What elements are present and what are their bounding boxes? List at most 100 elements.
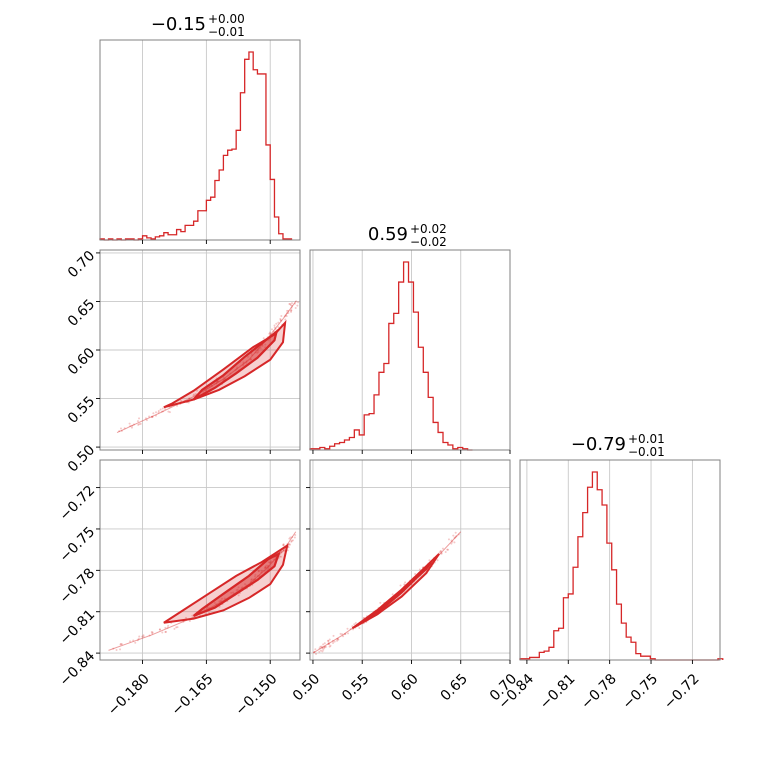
sample-point-r1-c0-111 bbox=[284, 318, 287, 321]
sample-point-r2-c1-127 bbox=[323, 645, 326, 648]
sample-point-r1-c0-47 bbox=[138, 417, 141, 420]
sample-point-r2-c1-140 bbox=[346, 627, 349, 630]
sample-point-r2-c0-3 bbox=[289, 536, 292, 539]
sample-point-r2-c0-93 bbox=[175, 626, 178, 629]
sample-point-r2-c1-72 bbox=[403, 583, 406, 586]
hist-bar-param-0-17 bbox=[172, 235, 176, 240]
ticks-layer: −0.180 −0.165 −0.150 0.50 0.55 0.60 0.65 0.70 −0… bbox=[57, 240, 703, 719]
sample-point-r1-c0-74 bbox=[287, 312, 290, 315]
sample-point-r2-c0-158 bbox=[188, 620, 191, 623]
hist-bar-param-1-24 bbox=[428, 397, 433, 450]
sample-point-r2-c0-58 bbox=[142, 634, 145, 637]
hist-bar-param-2-24 bbox=[636, 654, 641, 660]
hist-bar-param-1-13 bbox=[374, 395, 379, 450]
sample-point-r2-c1-4 bbox=[342, 635, 345, 638]
sample-point-r1-c0-112 bbox=[131, 424, 134, 427]
sample-point-r1-c0-159 bbox=[262, 337, 265, 340]
sample-point-r1-c0-149 bbox=[144, 417, 147, 420]
sample-point-r1-c0-98 bbox=[180, 399, 183, 402]
sample-point-r1-c0-121 bbox=[284, 314, 287, 317]
sample-point-r2-c1-37 bbox=[452, 534, 455, 537]
sample-point-r2-c1-150 bbox=[318, 650, 321, 653]
sample-point-r2-c1-93 bbox=[399, 584, 402, 587]
sample-point-r2-c0-90 bbox=[161, 631, 164, 634]
hist-bar-param-0-19 bbox=[181, 232, 185, 240]
contour-outer-r1-c0 bbox=[163, 319, 287, 409]
sample-point-r2-c1-82 bbox=[347, 632, 350, 635]
sample-point-r2-c1-56 bbox=[313, 650, 316, 653]
sample-point-r2-c1-20 bbox=[343, 633, 346, 636]
sample-point-r1-c0-157 bbox=[289, 302, 292, 305]
sample-point-r1-c0-87 bbox=[290, 310, 293, 313]
sample-point-r1-c0-37 bbox=[145, 419, 148, 422]
sample-point-r1-c0-24 bbox=[270, 328, 273, 331]
hist-bar-param-2-12 bbox=[578, 537, 583, 660]
sample-point-r2-c1-130 bbox=[327, 643, 330, 646]
y-tick-label-param-1-4: 0.70 bbox=[65, 248, 98, 281]
hist-bar-param-1-20 bbox=[409, 282, 414, 450]
sample-point-r2-c0-106 bbox=[158, 628, 161, 631]
sample-point-r2-c1-136 bbox=[323, 645, 326, 648]
sample-point-r1-c0-27 bbox=[272, 330, 275, 333]
hist-bar-param-0-31 bbox=[232, 149, 236, 240]
sample-point-r2-c0-116 bbox=[119, 643, 122, 646]
hist-bar-param-0-26 bbox=[211, 197, 215, 240]
y-tick-label-param-2-2: −0.78 bbox=[57, 565, 99, 607]
sample-point-r2-c1-99 bbox=[315, 652, 318, 655]
sample-point-r1-c0-81 bbox=[293, 302, 296, 305]
hist-bar-param-0-35 bbox=[249, 52, 253, 240]
sample-point-r1-c0-88 bbox=[277, 321, 280, 324]
contour-inner-r1-c0 bbox=[192, 328, 279, 401]
contour-outer-r2-c0 bbox=[163, 543, 289, 624]
sample-point-r1-c0-83 bbox=[194, 392, 197, 395]
sample-point-r2-c0-5 bbox=[151, 632, 154, 635]
hist-bar-param-1-25 bbox=[433, 422, 438, 450]
sample-point-r2-c0-79 bbox=[282, 549, 285, 552]
hist-bar-param-2-22 bbox=[626, 637, 631, 660]
sample-point-r2-c1-77 bbox=[328, 645, 331, 648]
sample-point-r2-c1-24 bbox=[313, 651, 316, 654]
sample-point-r2-c1-101 bbox=[428, 559, 431, 562]
sample-point-r1-c0-28 bbox=[296, 304, 299, 307]
sample-point-r1-c0-49 bbox=[273, 326, 276, 329]
sample-point-r1-c0-65 bbox=[139, 422, 142, 425]
x-tick-label-param-0-2: −0.150 bbox=[233, 671, 281, 719]
sample-point-r2-c1-13 bbox=[314, 648, 317, 651]
marks-layer bbox=[99, 51, 724, 661]
sample-point-r2-c1-88 bbox=[439, 550, 442, 553]
hist-bar-param-2-7 bbox=[554, 631, 559, 660]
hist-bar-param-1-8 bbox=[349, 437, 354, 450]
sample-point-r1-c0-136 bbox=[285, 312, 288, 315]
hist-bar-param-1-22 bbox=[418, 347, 423, 450]
sample-point-r2-c1-60 bbox=[379, 601, 382, 604]
hist-bar-param-1-19 bbox=[404, 262, 409, 450]
sample-point-r2-c0-92 bbox=[132, 639, 135, 642]
sample-point-r1-c0-123 bbox=[277, 326, 280, 329]
sample-point-r2-c0-30 bbox=[237, 594, 240, 597]
sample-point-r2-c0-71 bbox=[287, 546, 290, 549]
y-tick-label-param-2-4: −0.72 bbox=[57, 483, 99, 525]
hist-bar-param-0-30 bbox=[228, 150, 232, 240]
hist-bar-param-2-19 bbox=[612, 570, 617, 660]
hist-bar-param-1-18 bbox=[399, 282, 404, 450]
sample-point-r2-c0-124 bbox=[158, 628, 161, 631]
sample-point-r2-c1-108 bbox=[327, 640, 330, 643]
title-param-2-median: −0.79 bbox=[571, 434, 626, 455]
sample-point-r2-c1-39 bbox=[336, 639, 339, 642]
sample-point-r2-c1-149 bbox=[344, 632, 347, 635]
sample-point-r2-c0-105 bbox=[164, 631, 167, 634]
sample-point-r2-c1-73 bbox=[440, 552, 443, 555]
sample-point-r2-c1-49 bbox=[450, 542, 453, 545]
sample-point-r1-c0-146 bbox=[280, 315, 283, 318]
hist-bar-param-0-36 bbox=[253, 70, 257, 240]
sample-point-r2-c0-111 bbox=[121, 643, 124, 646]
hist-outline-param-1 bbox=[309, 261, 473, 451]
sample-point-r2-c1-100 bbox=[450, 539, 453, 542]
x-tick-label-param-1-1: 0.55 bbox=[339, 671, 372, 704]
sample-point-r2-c1-66 bbox=[323, 642, 326, 645]
sample-point-r2-c1-7 bbox=[327, 642, 330, 645]
sample-point-r2-c1-65 bbox=[349, 628, 352, 631]
hist-bar-param-2-16 bbox=[597, 490, 602, 660]
sample-point-r1-c0-85 bbox=[279, 319, 282, 322]
hist-bar-param-2-20 bbox=[617, 604, 622, 660]
